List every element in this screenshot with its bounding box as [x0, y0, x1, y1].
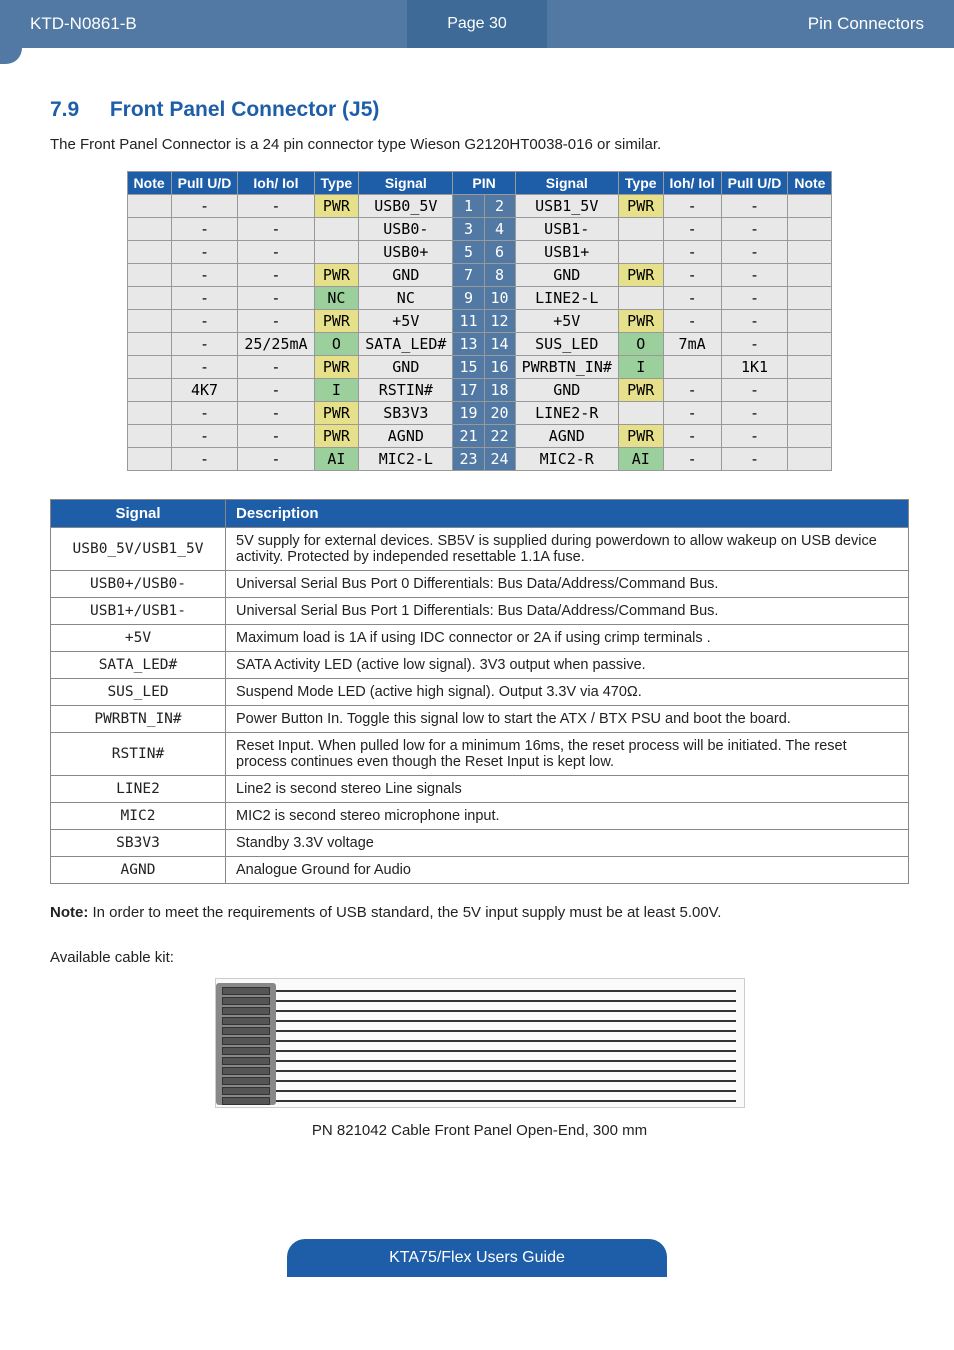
available-kit-label: Available cable kit: [50, 949, 909, 966]
note-label: Note: [50, 904, 88, 921]
page-number: Page 30 [407, 0, 547, 48]
header-bar: KTD-N0861-B Page 30 Pin Connectors [0, 0, 954, 48]
desc-header-description: Description [226, 500, 909, 528]
page-content: 7.9 Front Panel Connector (J5) The Front… [0, 48, 954, 1209]
description-table: Signal Description USB0_5V/USB1_5V5V sup… [50, 499, 909, 884]
section-heading: 7.9 Front Panel Connector (J5) [50, 98, 909, 122]
intro-text: The Front Panel Connector is a 24 pin co… [50, 136, 909, 153]
section-name: Pin Connectors [547, 14, 954, 34]
note-text: Note: In order to meet the requirements … [50, 904, 909, 921]
desc-header-signal: Signal [51, 500, 226, 528]
section-number: 7.9 [50, 98, 104, 122]
cable-image: (function(){ var c = document.currentScr… [215, 978, 745, 1108]
footer-bar: KTA75/Flex Users Guide [287, 1239, 667, 1277]
section-title: Front Panel Connector (J5) [110, 98, 380, 121]
pin-table: NotePull U/DIoh/ IolTypeSignalPINSignalT… [127, 171, 833, 471]
doc-id: KTD-N0861-B [0, 14, 407, 34]
image-caption: PN 821042 Cable Front Panel Open-End, 30… [50, 1122, 909, 1139]
